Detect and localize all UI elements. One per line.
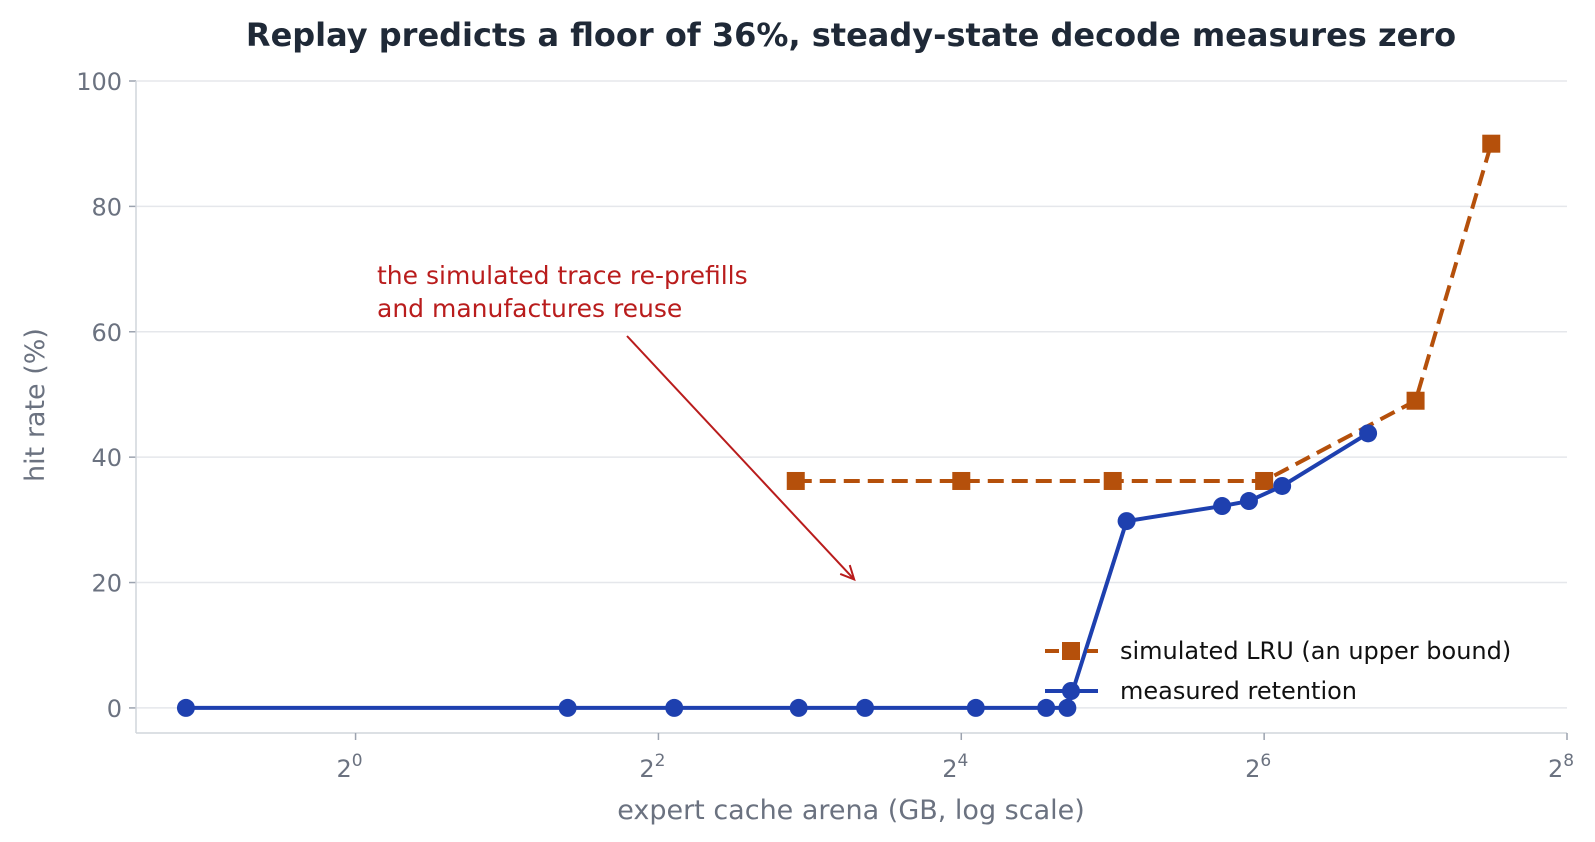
data-point <box>1273 476 1292 495</box>
series-line <box>185 431 1370 710</box>
x-tick-base: 2 <box>1245 755 1260 783</box>
legend-label: measured retention <box>1120 677 1357 705</box>
legend-marker <box>1062 642 1080 660</box>
series-simulated-lru <box>786 134 1501 490</box>
y-tick-label: 100 <box>76 68 122 96</box>
data-point <box>665 698 684 717</box>
annotation-text-line: and manufactures reuse <box>377 294 682 323</box>
data-point <box>789 698 808 717</box>
data-point <box>856 698 875 717</box>
x-tick-exponent: 4 <box>958 751 969 771</box>
x-tick-exponent: 2 <box>655 751 666 771</box>
series-layer <box>176 134 1501 717</box>
data-point <box>952 471 971 490</box>
x-axis-label: expert cache arena (GB, log scale) <box>617 795 1085 826</box>
x-tick-label: 26 <box>1245 751 1271 783</box>
x-tick-exponent: 6 <box>1260 751 1271 771</box>
legend-marker <box>1062 682 1080 700</box>
legend-entry: simulated LRU (an upper bound) <box>1045 637 1511 665</box>
data-point <box>1406 391 1425 410</box>
data-point <box>1359 424 1378 443</box>
x-tick-label: 22 <box>639 751 665 783</box>
x-tick-base: 2 <box>1548 755 1563 783</box>
y-tick-label: 40 <box>91 444 122 472</box>
x-tick-base: 2 <box>337 755 352 783</box>
annotation-layer: the simulated trace re-prefills and manuf… <box>377 261 856 582</box>
data-point <box>176 698 195 717</box>
legend: simulated LRU (an upper bound) measured r… <box>1045 637 1511 705</box>
y-tick-label: 20 <box>91 570 122 598</box>
data-point <box>1213 497 1232 516</box>
data-point <box>1239 492 1258 511</box>
x-tick-exponent: 8 <box>1563 751 1574 771</box>
data-point <box>1255 471 1274 490</box>
legend-entry: measured retention <box>1045 677 1357 705</box>
data-point <box>786 471 805 490</box>
series-line <box>795 143 1494 483</box>
x-tick-exponent: 0 <box>352 751 363 771</box>
chart-title: Replay predicts a floor of 36%, steady-s… <box>246 16 1456 54</box>
y-tick-label: 0 <box>107 695 122 723</box>
y-tick-label: 80 <box>91 193 122 221</box>
grid-layer <box>136 80 1567 709</box>
data-point <box>1103 471 1122 490</box>
data-point <box>558 698 577 717</box>
y-tick-label: 60 <box>91 319 122 347</box>
legend-label: simulated LRU (an upper bound) <box>1120 637 1511 665</box>
y-axis-label: hit rate (%) <box>20 328 51 482</box>
x-tick-label: 24 <box>942 751 968 783</box>
data-point <box>1058 698 1077 717</box>
data-point <box>1117 512 1136 531</box>
annotation-arrow-head <box>839 564 856 582</box>
data-point <box>1037 698 1056 717</box>
data-point <box>1482 134 1501 153</box>
x-tick-base: 2 <box>639 755 654 783</box>
data-point <box>966 698 985 717</box>
x-tick-label: 28 <box>1548 751 1574 783</box>
annotation-arrow-shaft <box>626 335 855 581</box>
x-tick-label: 20 <box>337 751 363 783</box>
series-measured-retention <box>176 424 1378 717</box>
annotation-text-line: the simulated trace re-prefills <box>377 261 748 290</box>
x-tick-base: 2 <box>942 755 957 783</box>
